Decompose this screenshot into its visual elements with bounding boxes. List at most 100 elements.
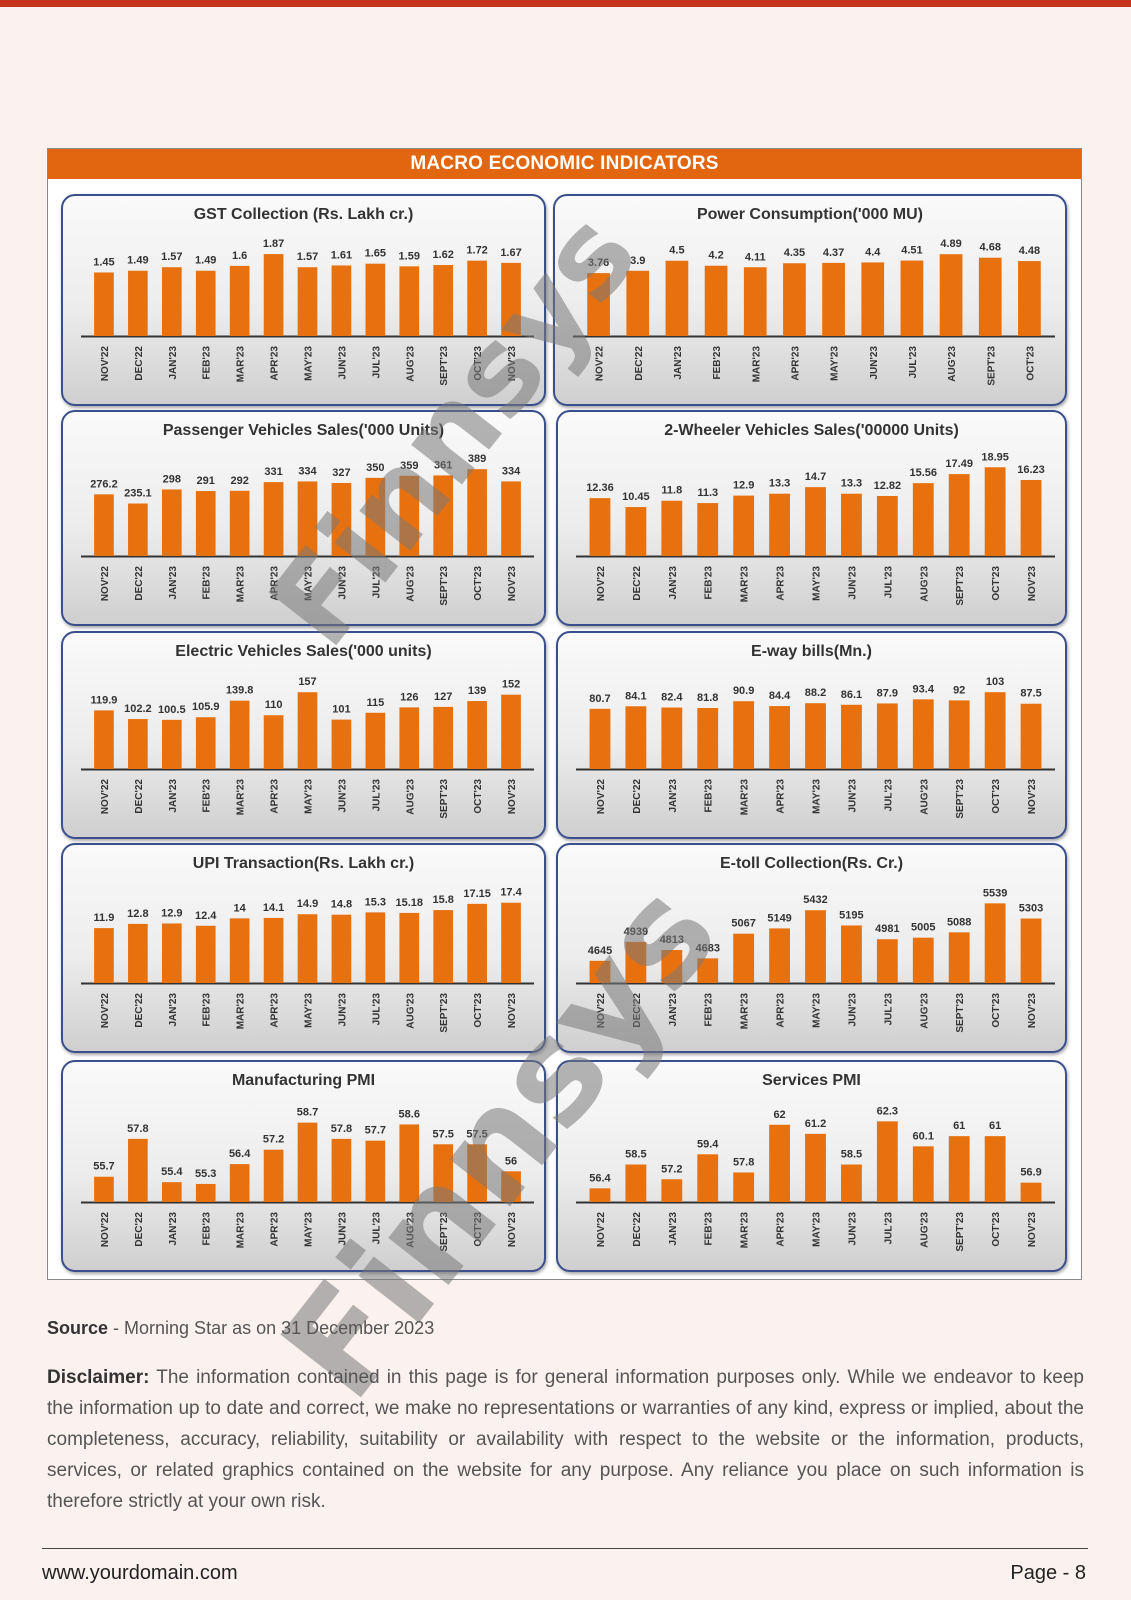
bar — [399, 475, 420, 556]
bar — [467, 701, 487, 769]
bar — [805, 703, 826, 769]
x-tick-label: AUG'23 — [919, 779, 930, 815]
x-tick-label: DEC'22 — [634, 346, 645, 381]
data-label: 57.7 — [365, 1125, 386, 1137]
data-label: 276.2 — [90, 478, 118, 490]
data-label: 55.3 — [195, 1168, 216, 1180]
x-tick-label: MAY'23 — [304, 993, 315, 1028]
chart-panel: E-toll Collection(Rs. Cr.) 4645 NOV'22 4939… — [556, 843, 1067, 1053]
x-tick-label: FEB'23 — [712, 346, 723, 380]
bar — [467, 260, 487, 336]
x-tick-label: NOV'22 — [100, 779, 111, 815]
x-tick-label: JUN'23 — [847, 566, 858, 600]
x-tick-label: MAR'23 — [236, 993, 247, 1030]
bar — [229, 265, 250, 336]
data-label: 126 — [400, 691, 418, 703]
bar — [625, 1164, 647, 1202]
data-label: 11.9 — [94, 912, 115, 924]
bar — [589, 498, 611, 556]
bar — [733, 1172, 755, 1202]
bar-chart: 56.4 NOV'22 58.5 DEC'22 57.2 JAN'23 59.4 FEB'23… — [576, 1105, 1055, 1252]
x-tick-label: JUL'23 — [883, 993, 894, 1026]
x-tick-label: MAY'23 — [304, 1212, 315, 1247]
bar — [128, 923, 148, 983]
bar — [912, 1146, 934, 1202]
data-label: 292 — [230, 475, 248, 487]
data-label: 139.8 — [226, 685, 254, 697]
x-tick-label: JUL'23 — [371, 346, 382, 379]
data-label: 92 — [953, 684, 965, 696]
data-label: 57.8 — [331, 1123, 352, 1135]
bar — [297, 692, 318, 769]
x-tick-label: JAN'23 — [668, 1212, 679, 1246]
footer-domain-link[interactable]: www.yourdomain.com — [42, 1562, 238, 1584]
data-label: 359 — [400, 460, 418, 472]
bar — [501, 902, 521, 983]
data-label: 4.35 — [784, 247, 805, 259]
data-label: 14.1 — [263, 902, 284, 914]
source-note: Source - Morning Star as on 31 December … — [47, 1318, 434, 1339]
data-label: 12.36 — [586, 482, 614, 494]
data-label: 235.1 — [124, 488, 152, 500]
x-tick-label: AUG'23 — [405, 779, 416, 815]
data-label: 100.5 — [158, 704, 186, 716]
bar — [433, 1144, 454, 1202]
chart-panel: E-way bills(Mn.) 80.7 NOV'22 84.1 DEC'22 82.4… — [556, 631, 1067, 839]
bar-chart: 4645 NOV'22 4939 DEC'22 4813 JAN'23 4683 FEB'23… — [576, 887, 1055, 1033]
bar — [399, 266, 420, 336]
data-label: 58.5 — [625, 1149, 646, 1161]
data-label: 1.49 — [195, 255, 216, 267]
data-label: 4813 — [660, 934, 684, 946]
data-label: 105.9 — [192, 701, 220, 713]
data-label: 5303 — [1019, 903, 1043, 915]
x-tick-label: AUG'23 — [405, 1212, 416, 1248]
data-label: 11.8 — [661, 485, 682, 497]
bar — [229, 490, 250, 556]
bar — [331, 1138, 352, 1202]
bar — [365, 477, 386, 556]
bar — [912, 937, 934, 983]
data-label: 389 — [468, 453, 486, 465]
x-tick-label: FEB'23 — [704, 566, 715, 600]
x-tick-label: NOV'22 — [100, 346, 111, 382]
data-label: 15.56 — [910, 467, 938, 479]
bar — [1020, 918, 1042, 983]
bar — [589, 1188, 611, 1202]
bar — [161, 719, 182, 769]
x-tick-label: FEB'23 — [704, 1212, 715, 1246]
chart-panel: Manufacturing PMI 55.7 NOV'22 57.8 DEC'22 55.… — [61, 1060, 546, 1272]
bar — [625, 941, 647, 983]
x-tick-label: APR'23 — [270, 566, 281, 601]
data-label: 4645 — [588, 945, 612, 957]
bar — [769, 493, 790, 556]
x-tick-label: APR'23 — [270, 993, 281, 1028]
bar — [704, 265, 728, 336]
x-tick-label: SEPT'23 — [439, 566, 450, 606]
x-tick-label: FEB'23 — [202, 779, 213, 813]
x-tick-label: NOV'23 — [1027, 779, 1038, 815]
x-tick-label: JUL'23 — [883, 1212, 894, 1245]
x-tick-label: MAY'23 — [830, 346, 841, 381]
bar — [94, 710, 114, 769]
data-label: 88.2 — [805, 687, 826, 699]
bar — [661, 707, 683, 769]
bar — [625, 706, 647, 769]
data-label: 110 — [265, 699, 283, 711]
data-label: 59.4 — [697, 1138, 719, 1150]
bar — [331, 719, 352, 769]
bar — [365, 1140, 386, 1202]
data-label: 18.95 — [981, 451, 1009, 463]
x-tick-label: OCT'23 — [991, 566, 1002, 601]
x-tick-label: MAR'23 — [740, 779, 751, 816]
data-label: 61 — [953, 1120, 965, 1132]
data-label: 4981 — [875, 923, 899, 935]
chart-title: UPI Transaction(Rs. Lakh cr.) — [192, 855, 415, 872]
bar — [365, 712, 386, 769]
x-tick-label: FEB'23 — [202, 1212, 213, 1246]
bar — [365, 263, 386, 336]
x-tick-label: JUN'23 — [847, 779, 858, 813]
bar — [733, 495, 755, 556]
bar — [128, 270, 148, 336]
bar-chart: 119.9 NOV'22 102.2 DEC'22 100.5 JAN'23 105.9 FE… — [81, 676, 534, 819]
x-tick-label: OCT'23 — [473, 1212, 484, 1247]
